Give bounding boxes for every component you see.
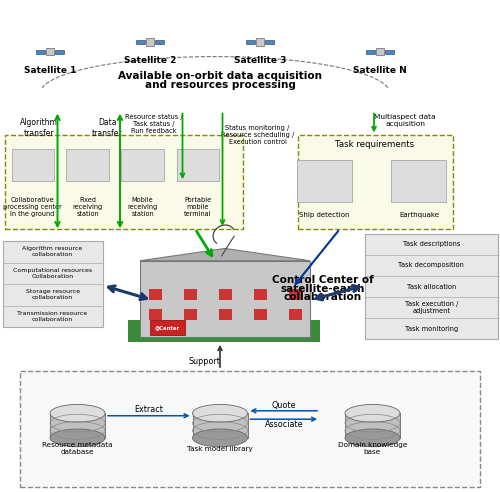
Bar bbox=[128, 320, 320, 342]
Bar bbox=[392, 160, 446, 202]
Text: Satellite 2: Satellite 2 bbox=[124, 56, 176, 65]
Text: Satellite N: Satellite N bbox=[353, 66, 407, 75]
Bar bbox=[2, 241, 102, 327]
Bar bbox=[366, 50, 375, 54]
Text: @Center: @Center bbox=[155, 325, 180, 330]
Bar bbox=[296, 160, 352, 202]
Text: Task decomposition: Task decomposition bbox=[398, 262, 464, 269]
Bar bbox=[246, 40, 255, 44]
Text: Ship detection: Ship detection bbox=[299, 213, 349, 218]
Bar bbox=[155, 40, 164, 44]
Text: Algorithm resource
collaboration: Algorithm resource collaboration bbox=[22, 246, 82, 257]
Text: Fixed
receiving
station: Fixed receiving station bbox=[72, 197, 102, 216]
Bar bbox=[36, 50, 45, 54]
Bar bbox=[140, 261, 310, 337]
Bar bbox=[136, 40, 145, 44]
Text: Support: Support bbox=[188, 357, 220, 366]
Text: Extract: Extract bbox=[134, 405, 164, 414]
Ellipse shape bbox=[192, 429, 248, 447]
Ellipse shape bbox=[345, 429, 400, 447]
Bar bbox=[254, 309, 266, 320]
Ellipse shape bbox=[345, 404, 400, 422]
Text: Task monitoring: Task monitoring bbox=[404, 326, 458, 332]
Text: Satellite 1: Satellite 1 bbox=[24, 66, 76, 75]
Bar bbox=[288, 289, 302, 300]
Text: Data
transfer: Data transfer bbox=[92, 118, 123, 138]
Text: Task requirements: Task requirements bbox=[336, 140, 414, 149]
Bar bbox=[184, 289, 196, 300]
Text: Status monitoring /
Resource scheduling /
Execution control: Status monitoring / Resource scheduling … bbox=[221, 125, 294, 145]
Bar bbox=[376, 48, 384, 56]
Bar bbox=[122, 149, 164, 181]
Bar bbox=[298, 135, 452, 229]
Text: Earthquake: Earthquake bbox=[399, 213, 439, 218]
Bar bbox=[256, 38, 264, 46]
Bar bbox=[192, 413, 248, 438]
Bar bbox=[218, 309, 232, 320]
Text: Storage resource
collaboration: Storage resource collaboration bbox=[26, 289, 80, 300]
Text: satellite-earth: satellite-earth bbox=[280, 284, 364, 294]
Bar bbox=[5, 135, 242, 229]
Bar bbox=[146, 38, 154, 46]
Text: Quote: Quote bbox=[272, 401, 296, 410]
Text: Task descriptions: Task descriptions bbox=[402, 241, 460, 247]
Text: Portable
mobile
terminal: Portable mobile terminal bbox=[184, 197, 211, 216]
Text: Transmission resource
collaboration: Transmission resource collaboration bbox=[18, 311, 87, 322]
Text: Algorithm
transfer: Algorithm transfer bbox=[20, 118, 58, 138]
Text: Control Center of: Control Center of bbox=[272, 276, 374, 285]
Text: Multiaspect data
acquisition: Multiaspect data acquisition bbox=[374, 114, 436, 127]
Text: Associate: Associate bbox=[264, 420, 304, 429]
Bar bbox=[365, 234, 498, 339]
Bar bbox=[288, 309, 302, 320]
Bar bbox=[66, 149, 109, 181]
Text: collaboration: collaboration bbox=[284, 292, 362, 302]
Bar bbox=[50, 413, 105, 438]
Text: Computational resources
Collaboration: Computational resources Collaboration bbox=[13, 268, 92, 279]
Bar bbox=[148, 289, 162, 300]
Text: Resource status /
Task status /
Run feedback: Resource status / Task status / Run feed… bbox=[125, 114, 183, 134]
Bar bbox=[176, 149, 219, 181]
Polygon shape bbox=[140, 248, 310, 261]
Text: Task model library: Task model library bbox=[187, 446, 253, 452]
Bar bbox=[218, 289, 232, 300]
Text: Satellite 3: Satellite 3 bbox=[234, 56, 286, 65]
Bar bbox=[12, 149, 54, 181]
Text: and resources processing: and resources processing bbox=[144, 80, 296, 90]
Bar bbox=[150, 320, 185, 335]
Bar bbox=[55, 50, 64, 54]
Bar bbox=[184, 309, 196, 320]
Bar bbox=[265, 40, 274, 44]
Bar bbox=[148, 309, 162, 320]
Text: Resource metadata
database: Resource metadata database bbox=[42, 442, 113, 455]
Bar bbox=[385, 50, 394, 54]
Text: Domain knowledge
base: Domain knowledge base bbox=[338, 442, 407, 455]
Bar bbox=[345, 413, 400, 438]
Ellipse shape bbox=[192, 404, 248, 422]
Text: Task allocation: Task allocation bbox=[406, 283, 456, 290]
Bar bbox=[254, 289, 266, 300]
Text: Available on-orbit data acquisition: Available on-orbit data acquisition bbox=[118, 71, 322, 81]
Bar bbox=[20, 371, 480, 487]
Text: Task execution /
adjustment: Task execution / adjustment bbox=[404, 301, 458, 314]
Bar bbox=[46, 48, 54, 56]
Text: Collaborative
processing center
in the ground: Collaborative processing center in the g… bbox=[3, 197, 62, 216]
Ellipse shape bbox=[50, 429, 105, 447]
Ellipse shape bbox=[50, 404, 105, 422]
Text: Mobile
receiving
station: Mobile receiving station bbox=[128, 197, 158, 216]
